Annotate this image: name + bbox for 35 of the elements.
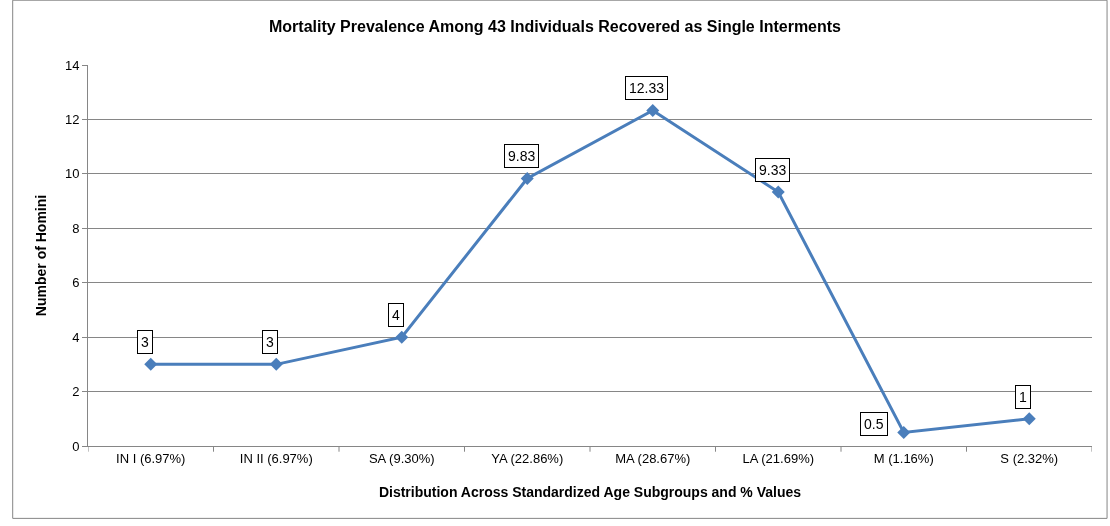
data-label: 0.5 bbox=[864, 416, 884, 432]
x-axis-title: Distribution Across Standardized Age Subgroups and % Values bbox=[378, 483, 802, 500]
x-tick-label: YA (22.86%) bbox=[491, 450, 564, 466]
data-label: 1 bbox=[1019, 389, 1027, 405]
y-tick-label: 6 bbox=[72, 275, 80, 291]
data-label: 9.83 bbox=[508, 148, 536, 164]
chart-title: Mortality Prevalence Among 43 Individuals Recovered as Single Interments bbox=[268, 18, 842, 36]
y-axis-title: Number of Homini bbox=[32, 194, 49, 317]
y-tick-label: 10 bbox=[64, 166, 80, 182]
point bbox=[395, 330, 409, 344]
point bbox=[771, 185, 785, 199]
data-label: 9.33 bbox=[759, 162, 787, 178]
y-tick-label: 4 bbox=[72, 329, 80, 345]
x-tick-label: IN II (6.97%) bbox=[239, 450, 313, 466]
data-label: 4 bbox=[392, 307, 400, 323]
y-tick-label: 8 bbox=[72, 220, 80, 236]
x-tick-label: IN I (6.97%) bbox=[116, 450, 186, 466]
point bbox=[1022, 412, 1036, 426]
point bbox=[269, 357, 283, 371]
x-tick-label: M (1.16%) bbox=[873, 450, 934, 466]
x-tick-label: LA (21.69%) bbox=[742, 450, 815, 466]
point bbox=[897, 425, 911, 439]
data-label: 3 bbox=[266, 334, 274, 350]
point bbox=[520, 171, 534, 185]
point bbox=[646, 103, 660, 117]
y-tick-label: 0 bbox=[72, 438, 80, 454]
point bbox=[144, 357, 158, 371]
x-tick-label: S (2.32%) bbox=[1000, 450, 1059, 466]
y-tick-label: 2 bbox=[72, 384, 80, 400]
x-tick-label: SA (9.30%) bbox=[368, 450, 435, 466]
y-tick-label: 14 bbox=[64, 57, 80, 73]
data-label: 12.33 bbox=[629, 80, 665, 96]
data-label: 3 bbox=[141, 334, 149, 350]
y-tick-label: 12 bbox=[64, 111, 80, 127]
x-tick-label: MA (28.67%) bbox=[615, 450, 691, 466]
